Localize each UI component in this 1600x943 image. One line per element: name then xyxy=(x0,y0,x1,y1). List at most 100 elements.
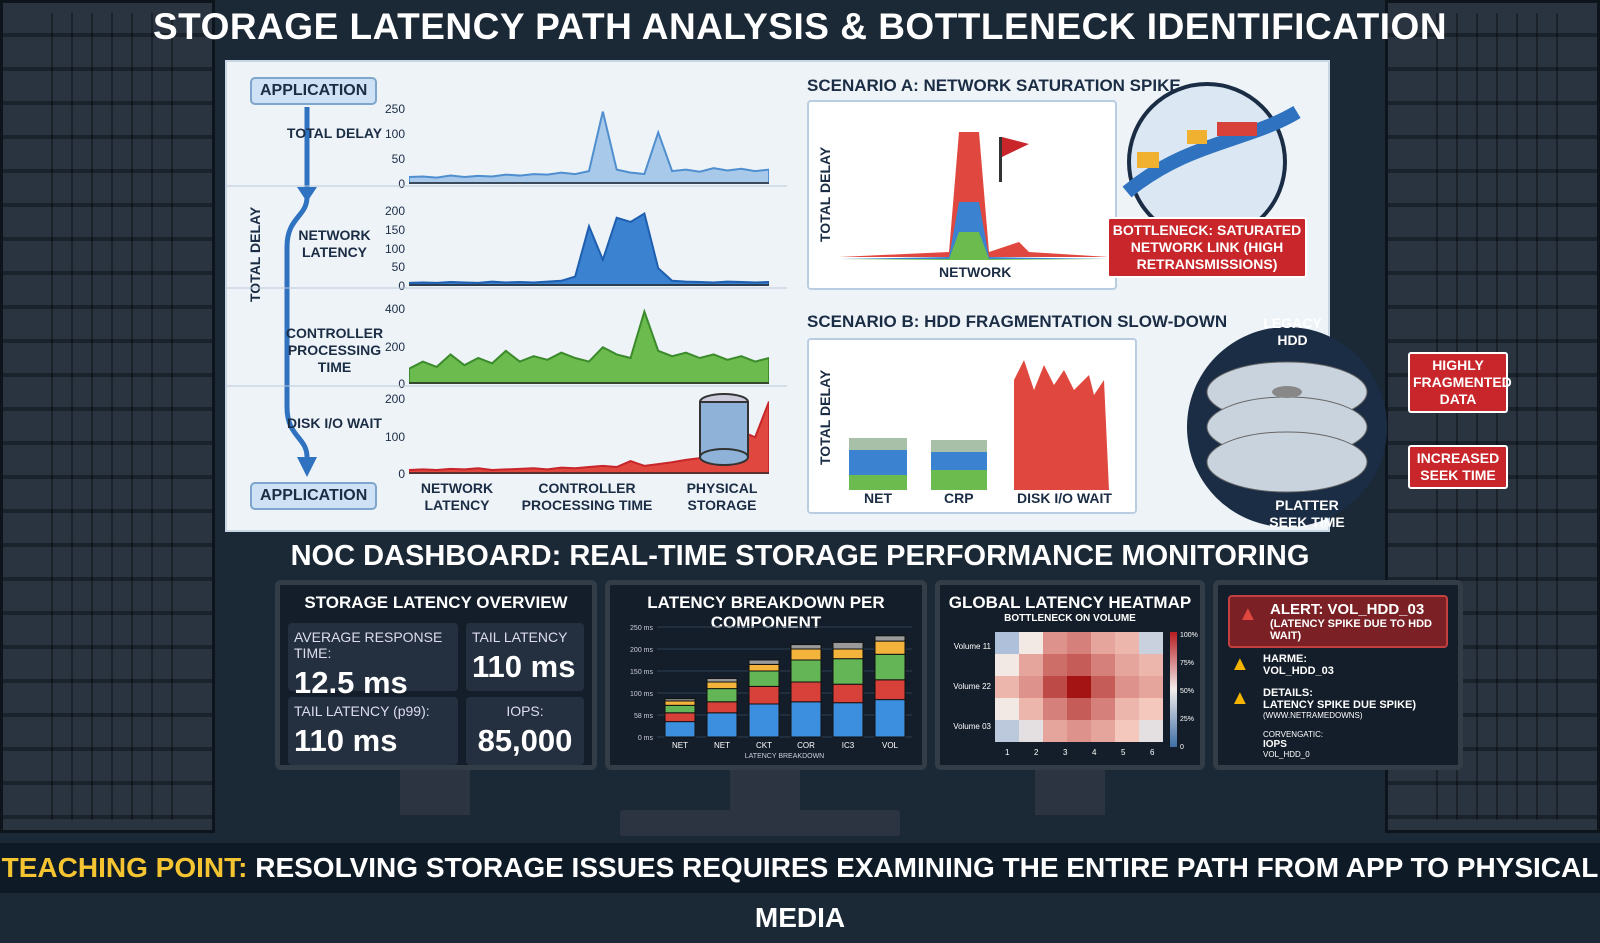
bar-segment-yellow xyxy=(790,648,822,661)
axis-tick: 200 xyxy=(384,339,405,354)
heatmap-col-label: 1 xyxy=(1005,748,1010,757)
tile-value: 85,000 xyxy=(477,723,573,758)
tile-tail-latency: TAIL LATENCY 110 ms xyxy=(466,623,584,691)
heatmap-row-label: Volume 11 xyxy=(954,642,992,651)
scale-tick: 50% xyxy=(1180,688,1194,695)
bar-label-net: NET xyxy=(864,490,892,506)
warning-icon: ▲ xyxy=(1230,687,1250,709)
heatmap-subtitle: BOTTLENECK ON VOLUME xyxy=(1004,613,1136,624)
heatmap-cell xyxy=(995,654,1019,676)
heatmap-col-label: 6 xyxy=(1150,748,1155,757)
bar-segment-red xyxy=(706,701,738,714)
bar-segment-gray xyxy=(832,641,864,650)
tile-value: 110 ms xyxy=(472,649,576,684)
extra-key: CORVENGATIC: xyxy=(1263,730,1324,739)
heatmap-cell xyxy=(995,632,1019,654)
tile-key: TAIL LATENCY (p99): xyxy=(294,703,430,719)
bar-segment-green xyxy=(790,659,822,683)
bar-segment-red xyxy=(790,681,822,703)
bar-segment-yellow xyxy=(748,663,780,672)
y-tick: 250 ms xyxy=(630,625,653,632)
row-label: DISK I/O WAIT xyxy=(287,415,382,431)
y-tick: 100 ms xyxy=(630,691,653,698)
axis-tick: 0 xyxy=(398,177,405,191)
scale-tick: 25% xyxy=(1180,716,1194,723)
tile-tail-p99: TAIL LATENCY (p99): 110 ms xyxy=(288,697,458,765)
bar-segment-blue xyxy=(748,703,780,738)
server-rack-left xyxy=(0,0,215,833)
item-value: VOL_HDD_03 xyxy=(1263,665,1334,677)
scenario-a-chart: TOTAL DELAY NETWORK xyxy=(807,100,1117,290)
heatmap-cell xyxy=(995,698,1019,720)
heatmap-cell xyxy=(1043,698,1067,720)
heatmap-cell xyxy=(1043,654,1067,676)
bar-segment-gray xyxy=(706,677,738,683)
scale-tick: 0 xyxy=(1180,744,1184,751)
heatmap-cell xyxy=(1067,654,1091,676)
heatmap-cell xyxy=(1091,720,1115,742)
row-chart xyxy=(409,308,769,384)
heatmap-cell xyxy=(1019,698,1043,720)
heatmap-cell xyxy=(1043,632,1067,654)
monitor-stand xyxy=(1035,770,1105,815)
item-value: LATENCY SPIKE DUE SPIKE) xyxy=(1263,699,1417,711)
heatmap-cell xyxy=(1019,676,1043,698)
heatmap-chart: Volume 11 Volume 22 Volume 03 1 2 3 4 5 6 100% 75%… xyxy=(953,632,1198,757)
heatmap-cell xyxy=(1019,654,1043,676)
flag-icon xyxy=(1002,137,1029,157)
y-tick: 200 ms xyxy=(630,647,653,654)
heatmap-cell xyxy=(1067,720,1091,742)
heatmap-cell xyxy=(1019,632,1043,654)
heatmap-cell xyxy=(1139,720,1163,742)
axis-tick: 100 xyxy=(384,127,405,141)
tile-key: TAIL LATENCY xyxy=(472,629,568,645)
bar-segment-gray xyxy=(874,635,906,642)
alert-item-details: DETAILS: LATENCY SPIKE DUE SPIKE) (WWW.NET… xyxy=(1263,687,1416,720)
heatmap-col-label: 2 xyxy=(1034,748,1039,757)
bottom-label-storage: PHYSICAL STORAGE xyxy=(686,480,758,513)
bar-segment-green xyxy=(706,688,738,703)
bar-segment-blue xyxy=(664,721,696,738)
bar-label-crp: CRP xyxy=(944,490,974,506)
bar-segment-red xyxy=(832,683,864,704)
y-tick: 0 ms xyxy=(638,735,654,742)
row-chart xyxy=(409,111,769,184)
scenario-b-title: SCENARIO B: HDD FRAGMENTATION SLOW-DOWN xyxy=(807,312,1228,331)
database-icon xyxy=(699,393,749,466)
legacy-hdd-label: LEGACY HDD xyxy=(1263,315,1322,348)
application-top-box: APPLICATION xyxy=(250,77,378,105)
bottleneck-network-tag: BOTTLENECK: SATURATED NETWORK LINK (HIGH… xyxy=(1107,217,1307,278)
alert-banner[interactable]: ▲ ALERT: VOL_HDD_03 (LATENCY SPIKE DUE T… xyxy=(1228,595,1448,648)
seek-time-tag: INCREASED SEEK TIME xyxy=(1408,445,1508,489)
scenario-b-chart: TOTAL DELAY NET CRP DISK I/O WAIT xyxy=(807,338,1137,514)
axis-tick: 0 xyxy=(398,377,405,391)
tile-value: 110 ms xyxy=(294,723,398,758)
heatmap-cell xyxy=(1115,632,1139,654)
row-series xyxy=(409,308,769,384)
extra-note: VOL_HDD_0 xyxy=(1263,750,1310,759)
scenario-a-xlabel: NETWORK xyxy=(939,264,1012,280)
monitor-stand xyxy=(730,770,800,815)
keyboard xyxy=(620,810,900,836)
heatmap-row-label: Volume 03 xyxy=(953,722,991,731)
bar-segment-gray xyxy=(748,659,780,665)
heatmap-cell xyxy=(1091,654,1115,676)
bar-segment-gray xyxy=(790,644,822,650)
heatmap-cell xyxy=(1067,698,1091,720)
bar-segment-yellow xyxy=(664,700,696,706)
heatmap-scale xyxy=(1170,632,1177,747)
axis-tick: 250 xyxy=(384,102,405,116)
scale-tick: 75% xyxy=(1180,660,1194,667)
heatmap-cell xyxy=(1019,720,1043,742)
network-cable-illustration xyxy=(1122,82,1301,242)
row-series xyxy=(409,111,769,184)
scenario-b-plot xyxy=(849,360,1109,490)
row-series xyxy=(409,212,769,286)
bar-segment-green xyxy=(748,670,780,687)
flow-arrow-icon xyxy=(284,107,317,477)
fragmented-data-tag: HIGHLY FRAGMENTED DATA xyxy=(1408,352,1512,413)
tile-iops: IOPS: 85,000 xyxy=(466,697,584,765)
item-note: (WWW.NETRAMEDOWNS) xyxy=(1263,711,1363,720)
monitor-heatmap: GLOBAL LATENCY HEATMAP BOTTLENECK ON VOL… xyxy=(935,580,1205,770)
scale-tick: 100% xyxy=(1180,632,1198,639)
